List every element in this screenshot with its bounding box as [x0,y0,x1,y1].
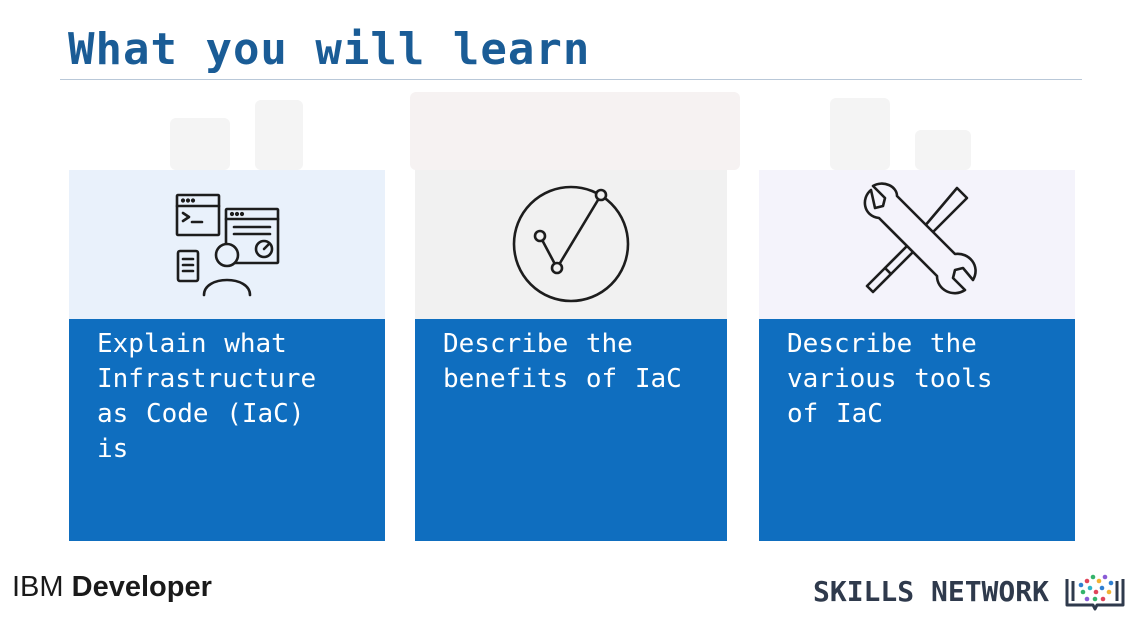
background-decoration [170,118,230,170]
tools-wrench-screwdriver-icon [857,182,977,307]
developer-workstation-icon [172,187,282,302]
skills-network-wordmark: SKILLS NETWORK [812,575,1049,608]
objective-text: Describe the benefits of IaC [443,329,682,394]
card-text-panel: Describe the various tools of IaC [759,319,1075,541]
background-decoration [915,130,971,170]
learning-objective-card-2: Describe the benefits of IaC [415,170,727,541]
card-icon-panel [415,170,727,319]
card-text-panel: Explain what Infrastructure as Code (IaC… [69,319,385,541]
card-icon-panel [69,170,385,319]
objective-text: Explain what Infrastructure as Code (IaC… [97,329,317,464]
brand-developer-text: Developer [71,571,212,603]
background-decoration [830,98,890,170]
learning-objective-card-1: Explain what Infrastructure as Code (IaC… [69,170,385,541]
ibm-developer-logo: IBM Developer [12,571,212,604]
skills-network-logo-icon [1063,571,1127,611]
background-decoration [410,92,740,170]
slide-title: What you will learn [68,24,591,75]
brand-ibm-text: IBM [12,571,64,603]
background-decoration [255,100,303,170]
card-text-panel: Describe the benefits of IaC [415,319,727,541]
title-divider [60,79,1082,80]
card-icon-panel [759,170,1075,319]
learning-objective-card-3: Describe the various tools of IaC [759,170,1075,541]
objective-text: Describe the various tools of IaC [787,329,993,429]
checkmark-circle-icon [508,179,634,310]
